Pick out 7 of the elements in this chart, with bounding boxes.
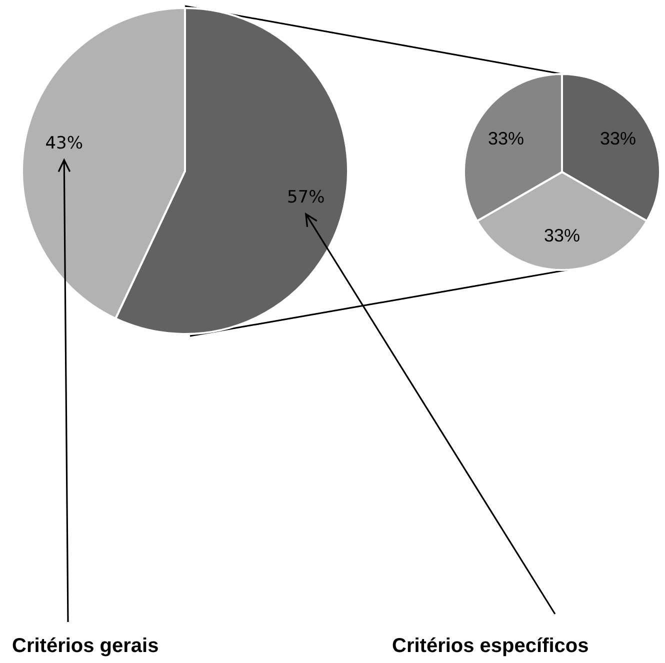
slice-label: Critérios gerais: [12, 635, 159, 657]
data-label: 33%: [488, 128, 524, 148]
data-label: 33%: [544, 225, 580, 246]
data-label: 43%: [45, 134, 83, 154]
data-label: 57%: [287, 188, 325, 208]
data-label: 33%: [600, 128, 636, 148]
slice-label: Critérios específicos: [392, 635, 589, 657]
